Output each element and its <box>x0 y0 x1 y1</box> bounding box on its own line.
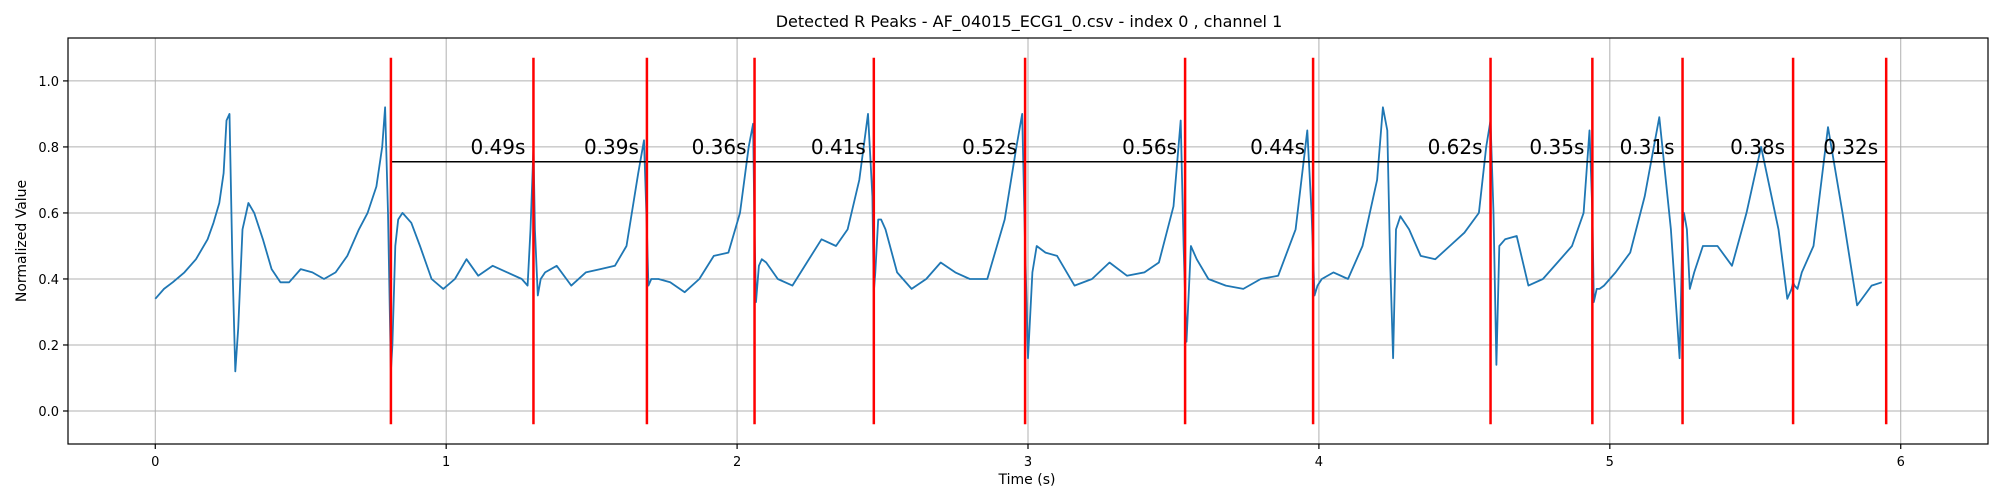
rr-interval-label: 0.32s <box>1823 135 1878 159</box>
y-tick-label: 1.0 <box>38 75 59 90</box>
y-tick-label: 0.0 <box>38 405 59 420</box>
rr-interval-label: 0.56s <box>1122 135 1177 159</box>
rr-interval-label: 0.49s <box>471 135 526 159</box>
x-tick-label: 1 <box>442 455 450 470</box>
axis-ticks: 0 1 2 3 4 5 6 0.0 0.2 0.4 0.6 0.8 1.0 <box>38 75 1905 470</box>
x-tick-label: 5 <box>1606 455 1614 470</box>
y-tick-label: 0.2 <box>38 339 59 354</box>
rr-interval-label: 0.62s <box>1428 135 1483 159</box>
rr-interval-label: 0.39s <box>584 135 639 159</box>
y-tick-label: 0.4 <box>38 273 59 288</box>
rr-interval-label: 0.44s <box>1250 135 1305 159</box>
y-tick-label: 0.6 <box>38 207 59 222</box>
y-tick-label: 0.8 <box>38 141 59 156</box>
rr-interval-label: 0.38s <box>1730 135 1785 159</box>
x-tick-label: 6 <box>1897 455 1905 470</box>
rr-interval-label: 0.35s <box>1529 135 1584 159</box>
rr-interval-label: 0.31s <box>1620 135 1675 159</box>
x-tick-label: 0 <box>151 455 159 470</box>
x-tick-label: 4 <box>1315 455 1323 470</box>
rr-interval-label: 0.41s <box>811 135 866 159</box>
plot-area: 0.49s 0.39s 0.36s 0.41s 0.52s 0.56s 0.44s 0.62s… <box>154 57 1888 425</box>
rr-interval-label: 0.52s <box>962 135 1017 159</box>
grid-lines <box>68 38 1988 444</box>
plot-frame <box>67 37 1989 445</box>
chart-title: Detected R Peaks - AF_04015_ECG1_0.csv -… <box>776 12 1283 32</box>
x-axis-label: Time (s) <box>998 472 1056 488</box>
y-axis-label: Normalized Value <box>14 180 30 302</box>
x-tick-label: 2 <box>733 455 741 470</box>
rr-interval-label: 0.36s <box>692 135 747 159</box>
x-tick-label: 3 <box>1024 455 1032 470</box>
